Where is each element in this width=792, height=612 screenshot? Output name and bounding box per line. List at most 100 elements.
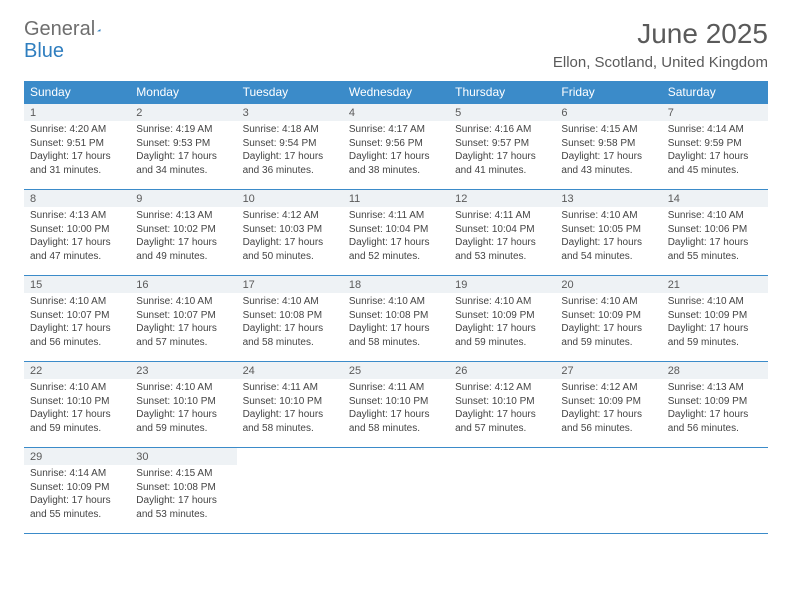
calendar-week-row: 29Sunrise: 4:14 AMSunset: 10:09 PMDaylig…: [24, 448, 768, 534]
weekday-saturday: Saturday: [662, 81, 768, 104]
day-number: 12: [449, 190, 555, 207]
daylight-text-2: and 55 minutes.: [668, 250, 762, 264]
sunrise-text: Sunrise: 4:16 AM: [455, 123, 549, 137]
day-details: Sunrise: 4:11 AMSunset: 10:10 PMDaylight…: [343, 379, 449, 439]
sunset-text: Sunset: 10:10 PM: [349, 395, 443, 409]
sunset-text: Sunset: 9:51 PM: [30, 137, 124, 151]
sunrise-text: Sunrise: 4:14 AM: [668, 123, 762, 137]
daylight-text-2: and 55 minutes.: [30, 508, 124, 522]
daylight-text-1: Daylight: 17 hours: [243, 236, 337, 250]
daylight-text-1: Daylight: 17 hours: [243, 408, 337, 422]
day-number: 21: [662, 276, 768, 293]
sunset-text: Sunset: 10:10 PM: [455, 395, 549, 409]
day-details: Sunrise: 4:11 AMSunset: 10:04 PMDaylight…: [343, 207, 449, 267]
sunrise-text: Sunrise: 4:10 AM: [349, 295, 443, 309]
calendar-week-row: 8Sunrise: 4:13 AMSunset: 10:00 PMDayligh…: [24, 190, 768, 276]
location-label: Ellon, Scotland, United Kingdom: [553, 54, 768, 71]
sunrise-text: Sunrise: 4:15 AM: [136, 467, 230, 481]
sunset-text: Sunset: 10:09 PM: [455, 309, 549, 323]
sunrise-text: Sunrise: 4:20 AM: [30, 123, 124, 137]
daylight-text-1: Daylight: 17 hours: [136, 408, 230, 422]
day-number: 3: [237, 104, 343, 121]
sunset-text: Sunset: 9:53 PM: [136, 137, 230, 151]
day-number: 16: [130, 276, 236, 293]
day-details: Sunrise: 4:10 AMSunset: 10:09 PMDaylight…: [662, 293, 768, 353]
calendar-day-cell: 24Sunrise: 4:11 AMSunset: 10:10 PMDaylig…: [237, 362, 343, 448]
daylight-text-1: Daylight: 17 hours: [30, 150, 124, 164]
calendar-day-cell: 7Sunrise: 4:14 AMSunset: 9:59 PMDaylight…: [662, 104, 768, 190]
sunrise-text: Sunrise: 4:12 AM: [243, 209, 337, 223]
daylight-text-1: Daylight: 17 hours: [30, 236, 124, 250]
sunset-text: Sunset: 10:09 PM: [561, 395, 655, 409]
weekday-header-row: Sunday Monday Tuesday Wednesday Thursday…: [24, 81, 768, 104]
sunrise-text: Sunrise: 4:10 AM: [136, 381, 230, 395]
day-details: Sunrise: 4:19 AMSunset: 9:53 PMDaylight:…: [130, 121, 236, 181]
sunrise-text: Sunrise: 4:11 AM: [243, 381, 337, 395]
daylight-text-2: and 31 minutes.: [30, 164, 124, 178]
daylight-text-2: and 58 minutes.: [243, 336, 337, 350]
day-details: Sunrise: 4:12 AMSunset: 10:09 PMDaylight…: [555, 379, 661, 439]
calendar-day-cell: 27Sunrise: 4:12 AMSunset: 10:09 PMDaylig…: [555, 362, 661, 448]
sunrise-text: Sunrise: 4:13 AM: [136, 209, 230, 223]
day-number: 7: [662, 104, 768, 121]
daylight-text-1: Daylight: 17 hours: [349, 408, 443, 422]
day-details: Sunrise: 4:15 AMSunset: 9:58 PMDaylight:…: [555, 121, 661, 181]
day-number: 1: [24, 104, 130, 121]
day-details: Sunrise: 4:13 AMSunset: 10:00 PMDaylight…: [24, 207, 130, 267]
daylight-text-1: Daylight: 17 hours: [455, 408, 549, 422]
daylight-text-2: and 59 minutes.: [30, 422, 124, 436]
day-details: Sunrise: 4:17 AMSunset: 9:56 PMDaylight:…: [343, 121, 449, 181]
calendar-day-cell: 23Sunrise: 4:10 AMSunset: 10:10 PMDaylig…: [130, 362, 236, 448]
sunset-text: Sunset: 10:10 PM: [243, 395, 337, 409]
day-number: 25: [343, 362, 449, 379]
weekday-thursday: Thursday: [449, 81, 555, 104]
calendar-day-cell: 4Sunrise: 4:17 AMSunset: 9:56 PMDaylight…: [343, 104, 449, 190]
day-details: Sunrise: 4:10 AMSunset: 10:06 PMDaylight…: [662, 207, 768, 267]
day-details: Sunrise: 4:11 AMSunset: 10:10 PMDaylight…: [237, 379, 343, 439]
day-number: 2: [130, 104, 236, 121]
calendar-day-cell: 25Sunrise: 4:11 AMSunset: 10:10 PMDaylig…: [343, 362, 449, 448]
day-number: 10: [237, 190, 343, 207]
day-details: Sunrise: 4:18 AMSunset: 9:54 PMDaylight:…: [237, 121, 343, 181]
calendar-day-cell: 1Sunrise: 4:20 AMSunset: 9:51 PMDaylight…: [24, 104, 130, 190]
calendar-day-cell: 29Sunrise: 4:14 AMSunset: 10:09 PMDaylig…: [24, 448, 130, 534]
day-details: Sunrise: 4:10 AMSunset: 10:08 PMDaylight…: [237, 293, 343, 353]
daylight-text-1: Daylight: 17 hours: [349, 322, 443, 336]
calendar-day-cell: 19Sunrise: 4:10 AMSunset: 10:09 PMDaylig…: [449, 276, 555, 362]
sunrise-text: Sunrise: 4:10 AM: [668, 209, 762, 223]
daylight-text-1: Daylight: 17 hours: [668, 236, 762, 250]
daylight-text-2: and 52 minutes.: [349, 250, 443, 264]
sunrise-text: Sunrise: 4:11 AM: [349, 209, 443, 223]
day-details: Sunrise: 4:10 AMSunset: 10:08 PMDaylight…: [343, 293, 449, 353]
day-details: Sunrise: 4:10 AMSunset: 10:10 PMDaylight…: [24, 379, 130, 439]
logo-word-general: General: [24, 18, 95, 41]
daylight-text-2: and 49 minutes.: [136, 250, 230, 264]
daylight-text-2: and 34 minutes.: [136, 164, 230, 178]
day-number: 22: [24, 362, 130, 379]
daylight-text-2: and 41 minutes.: [455, 164, 549, 178]
sunset-text: Sunset: 9:58 PM: [561, 137, 655, 151]
calendar-day-cell: 22Sunrise: 4:10 AMSunset: 10:10 PMDaylig…: [24, 362, 130, 448]
daylight-text-2: and 56 minutes.: [30, 336, 124, 350]
month-title: June 2025: [553, 18, 768, 50]
calendar-day-cell: 6Sunrise: 4:15 AMSunset: 9:58 PMDaylight…: [555, 104, 661, 190]
calendar-day-cell: 10Sunrise: 4:12 AMSunset: 10:03 PMDaylig…: [237, 190, 343, 276]
calendar-day-cell: 13Sunrise: 4:10 AMSunset: 10:05 PMDaylig…: [555, 190, 661, 276]
day-details: Sunrise: 4:14 AMSunset: 10:09 PMDaylight…: [24, 465, 130, 525]
day-number: 18: [343, 276, 449, 293]
day-number: 9: [130, 190, 236, 207]
sunset-text: Sunset: 10:04 PM: [349, 223, 443, 237]
daylight-text-1: Daylight: 17 hours: [30, 408, 124, 422]
day-details: Sunrise: 4:10 AMSunset: 10:09 PMDaylight…: [449, 293, 555, 353]
daylight-text-1: Daylight: 17 hours: [136, 236, 230, 250]
daylight-text-1: Daylight: 17 hours: [349, 150, 443, 164]
calendar-body: 1Sunrise: 4:20 AMSunset: 9:51 PMDaylight…: [24, 104, 768, 534]
day-number: 24: [237, 362, 343, 379]
day-number: 17: [237, 276, 343, 293]
day-details: Sunrise: 4:20 AMSunset: 9:51 PMDaylight:…: [24, 121, 130, 181]
daylight-text-1: Daylight: 17 hours: [668, 322, 762, 336]
daylight-text-1: Daylight: 17 hours: [349, 236, 443, 250]
calendar-week-row: 22Sunrise: 4:10 AMSunset: 10:10 PMDaylig…: [24, 362, 768, 448]
calendar-day-cell: 26Sunrise: 4:12 AMSunset: 10:10 PMDaylig…: [449, 362, 555, 448]
daylight-text-2: and 54 minutes.: [561, 250, 655, 264]
